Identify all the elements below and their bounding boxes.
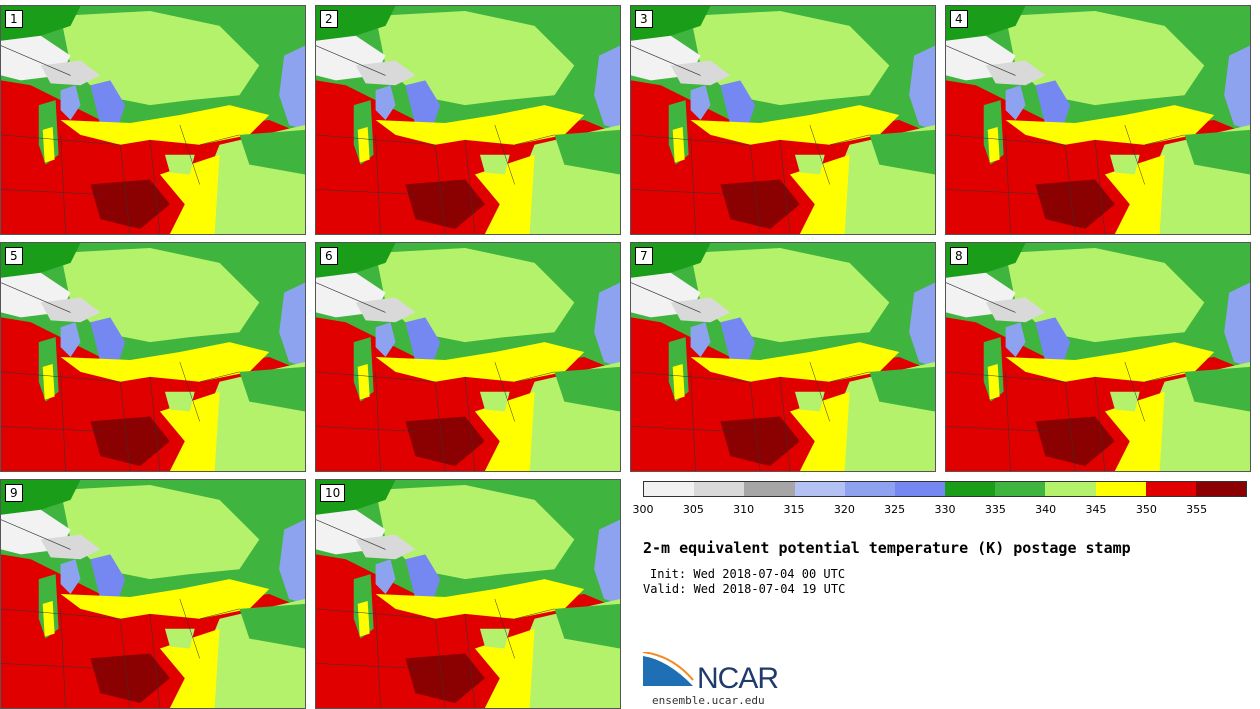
color-scale-swatch <box>1095 482 1146 496</box>
ncar-logo-text: NCAR <box>697 662 779 695</box>
member-number: 10 <box>320 484 346 502</box>
map-graphic <box>631 6 935 234</box>
member-number: 5 <box>5 247 23 265</box>
postage-stamp-map: 5 <box>0 242 306 472</box>
color-scale-tick-label: 345 <box>1085 503 1107 516</box>
color-scale-swatch <box>894 482 946 496</box>
map-graphic <box>1 243 305 471</box>
color-scale-tick-label: 305 <box>682 503 704 516</box>
postage-stamp-map: 3 <box>630 5 936 235</box>
color-scale-ticks: 300 305 310 315 320 325 330 335 340 345 350 355 <box>633 503 1247 517</box>
map-graphic <box>316 6 620 234</box>
postage-stamp-map: 2 <box>315 5 621 235</box>
member-number: 8 <box>950 247 968 265</box>
map-graphic <box>1 6 305 234</box>
member-number: 9 <box>5 484 23 502</box>
color-scale-swatch <box>1045 482 1096 496</box>
color-scale-swatch <box>945 482 996 496</box>
member-number: 6 <box>320 247 338 265</box>
color-scale-tick-label: 325 <box>884 503 906 516</box>
color-scale-tick-label: 335 <box>984 503 1006 516</box>
color-scale-tick-label: 350 <box>1135 503 1157 516</box>
color-scale-tick-label: 310 <box>733 503 755 516</box>
map-graphic <box>1 480 305 708</box>
postage-stamp-map: 8 <box>945 242 1251 472</box>
color-scale-tick-label: 355 <box>1186 503 1208 516</box>
postage-stamp-map: 10 <box>315 479 621 709</box>
color-scale-swatch <box>644 482 695 496</box>
color-scale-swatch <box>844 482 895 496</box>
member-number: 7 <box>635 247 653 265</box>
postage-stamp-map: 6 <box>315 242 621 472</box>
member-number: 3 <box>635 10 653 28</box>
site-url: ensemble.ucar.edu <box>652 694 765 707</box>
color-scale-swatch <box>1195 482 1247 496</box>
init-time: Init: Wed 2018-07-04 00 UTC <box>650 567 846 581</box>
postage-stamp-map: 7 <box>630 242 936 472</box>
color-scale-tick-label: 300 <box>632 503 654 516</box>
color-scale-tick-label: 330 <box>934 503 956 516</box>
postage-stamp-map: 1 <box>0 5 306 235</box>
color-scale-swatch <box>794 482 845 496</box>
color-scale-tick-label: 320 <box>833 503 855 516</box>
color-scale-swatch <box>995 482 1046 496</box>
color-scale-tick-label: 340 <box>1035 503 1057 516</box>
map-graphic <box>631 243 935 471</box>
member-number: 2 <box>320 10 338 28</box>
member-number: 1 <box>5 10 23 28</box>
map-graphic <box>946 243 1250 471</box>
color-scale-swatch <box>744 482 795 496</box>
ncar-logo-icon <box>643 652 694 686</box>
member-number: 4 <box>950 10 968 28</box>
postage-stamp-map: 4 <box>945 5 1251 235</box>
postage-stamp-map: 9 <box>0 479 306 709</box>
map-graphic <box>316 480 620 708</box>
color-scale-bar <box>643 481 1247 497</box>
color-scale-tick-label: 315 <box>783 503 805 516</box>
figure-title: 2-m equivalent potential temperature (K)… <box>643 539 1131 557</box>
map-graphic <box>316 243 620 471</box>
color-scale-swatch <box>694 482 745 496</box>
map-graphic <box>946 6 1250 234</box>
valid-time: Valid: Wed 2018-07-04 19 UTC <box>643 582 846 596</box>
color-scale-swatch <box>1145 482 1196 496</box>
